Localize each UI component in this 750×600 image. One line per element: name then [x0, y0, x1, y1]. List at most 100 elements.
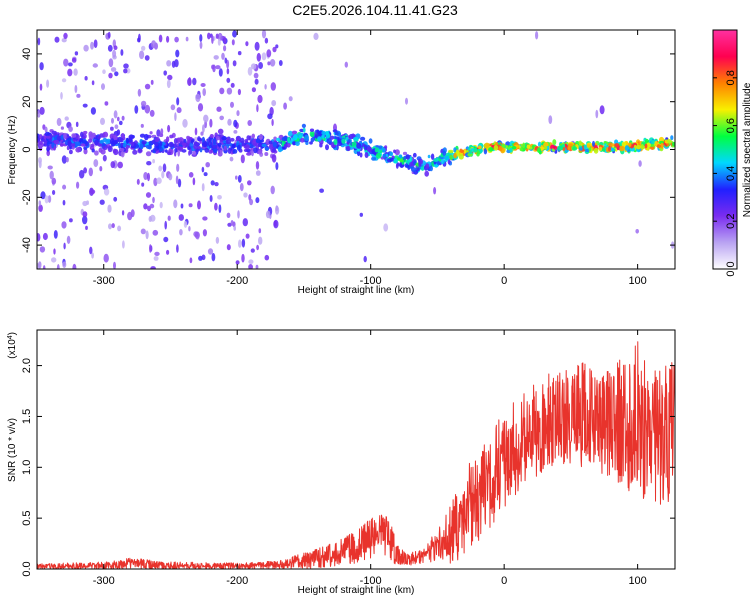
spectrogram-noise-cell: [245, 233, 250, 239]
spectrogram-noise-cell: [227, 222, 232, 227]
colorbar-tick-label: 0.0: [725, 261, 737, 276]
spectrogram-signal-cell: [244, 144, 250, 150]
spectrogram-signal-cell: [283, 135, 288, 142]
spectrogram-noise-cell: [235, 260, 240, 265]
spectrogram-noise-cell: [89, 246, 93, 255]
spectrogram-noise-cell: [134, 105, 139, 114]
spectrogram-signal-cell: [44, 131, 51, 137]
spectrogram-signal-cell: [281, 141, 285, 147]
spectrogram-noise-cell: [163, 70, 167, 76]
spectrogram-noise-cell: [180, 203, 184, 209]
spectrogram-noise-cell: [211, 34, 214, 44]
spectrogram-noise-cell: [121, 210, 125, 216]
spectrogram-noise-cell: [123, 68, 128, 74]
spectrogram-signal-cell: [409, 162, 414, 167]
spectrogram-noise-cell: [137, 37, 141, 43]
spectrogram-noise-cell: [250, 63, 257, 70]
spectrogram-noise-cell: [108, 223, 112, 230]
spectrogram-noise-cell: [62, 261, 67, 269]
spectrogram-noise-cell: [93, 159, 99, 168]
spectrogram-signal-cell: [232, 149, 238, 154]
spectrogram-signal-cell: [326, 138, 333, 145]
spectrogram-signal-cell: [456, 150, 460, 157]
spectrogram-signal-cell: [118, 142, 121, 149]
spectrogram-noise-cell: [239, 183, 244, 192]
spectrogram-noise-cell: [245, 41, 249, 47]
spectrogram-signal-cell: [359, 152, 363, 158]
spectrogram-noise-cell: [93, 39, 98, 48]
spectrogram-signal-cell: [44, 126, 48, 133]
spectrogram-noise-cell: [271, 118, 274, 127]
spectrogram-signal-cell: [353, 137, 359, 141]
spectrogram-noise-cell: [60, 92, 63, 100]
spectrogram-noise-cell: [264, 37, 269, 44]
spectrogram-signal-cell: [165, 136, 170, 143]
spectrogram-noise-cell: [211, 253, 216, 262]
spectrogram-signal-cell: [132, 149, 138, 155]
spectrogram-noise-cell: [103, 253, 109, 263]
snr-y-tick-label: 0.0: [21, 561, 33, 576]
spectrogram-noise-cell: [233, 119, 238, 128]
snr-y-tick-label: 1.5: [21, 409, 33, 424]
spectrogram-noise-cell: [209, 118, 213, 128]
spectrogram-signal-cell: [130, 141, 135, 147]
spectrogram-signal-cell: [440, 158, 445, 165]
spectrogram-signal-cell: [128, 134, 135, 140]
spectrogram-noise-cell: [270, 82, 276, 91]
spectrogram-noise-cell: [247, 66, 253, 76]
spectrogram-signal-cell: [212, 147, 218, 154]
spectrogram-noise-cell: [188, 226, 191, 232]
spectrogram-noise-cell: [197, 200, 201, 210]
spectrogram-signal-cell: [80, 131, 84, 138]
spectrogram-signal-cell: [145, 151, 152, 157]
spectrogram-noise-cell: [202, 216, 208, 221]
spectrogram-signal-cell: [120, 151, 125, 158]
spectrogram-noise-cell: [168, 173, 173, 181]
spectrogram-noise-cell: [224, 57, 228, 64]
spectrogram-noise-cell: [114, 71, 119, 77]
spectrogram-noise-cell: [166, 79, 171, 89]
snr-y-tick-label: 0.5: [21, 511, 33, 526]
spectrogram-noise-cell: [147, 172, 150, 182]
spectrogram-signal-cell: [346, 145, 351, 152]
spectrogram-noise-cell: [229, 156, 234, 162]
spectrogram-noise-cell: [104, 101, 109, 106]
spectrogram-signal-cell: [295, 141, 300, 147]
spectrogram-noise-cell: [74, 85, 78, 93]
spectrogram-x-label: Height of straight line (km): [298, 285, 415, 296]
spectrogram-noise-cell: [638, 160, 642, 167]
spectrogram-signal-cell: [230, 137, 235, 142]
spectrogram-noise-cell: [49, 170, 54, 180]
spectrogram-signal-cell: [251, 133, 255, 139]
spectrogram-noise-cell: [233, 225, 236, 231]
spectrogram-noise-cell: [257, 94, 263, 104]
spectrogram-signal-cell: [666, 139, 672, 144]
spectrogram-signal-cell: [204, 147, 210, 153]
snr-series: [37, 341, 675, 569]
spectrogram-signal-cell: [101, 143, 106, 147]
spectrogram-signal-cell: [75, 141, 81, 147]
spectrogram-signal-cell: [206, 138, 212, 142]
spectrogram-noise-cell: [62, 199, 66, 206]
spectrogram-noise-cell: [271, 154, 277, 163]
spectrogram-noise-cell: [270, 185, 275, 195]
spectrogram-noise-cell: [226, 68, 230, 75]
spectrogram-noise-cell: [91, 80, 95, 86]
spectrogram-signal-cell: [291, 130, 298, 135]
spectrogram-signal-cell: [186, 139, 191, 144]
snr-scale-base: (x10: [7, 339, 18, 359]
spectrogram-signal-cell: [537, 147, 541, 153]
spectrogram-noise-cell: [258, 228, 262, 234]
spectrogram-noise-cell: [210, 180, 215, 186]
spectrogram-noise-cell: [111, 223, 115, 229]
spectrogram-noise-cell: [198, 255, 203, 261]
spectrogram-noise-cell: [223, 45, 227, 52]
spectrogram-noise-cell: [144, 104, 151, 114]
spectrogram-signal-cell: [91, 148, 95, 153]
snr-x-tick-label: 100: [628, 575, 646, 587]
spectrogram-noise-cell: [166, 60, 172, 67]
page-title: C2E5.2026.104.11.41.G23: [292, 2, 458, 18]
spectrogram-signal-cell: [448, 149, 454, 154]
